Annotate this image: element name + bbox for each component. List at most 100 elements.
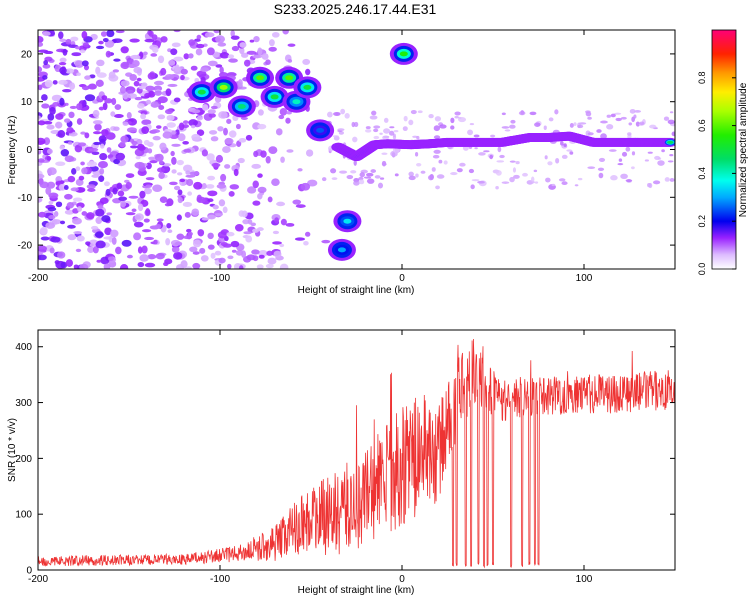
noise-cell: [116, 182, 123, 190]
noise-cell: [555, 157, 560, 164]
noise-cell: [459, 162, 466, 167]
noise-cell: [57, 130, 66, 138]
noise-cell: [112, 69, 120, 73]
noise-cell: [644, 159, 649, 162]
noise-cell: [65, 259, 73, 267]
noise-cell: [192, 262, 201, 269]
noise-cell: [183, 148, 192, 153]
noise-cell: [214, 250, 222, 256]
noise-cell: [408, 119, 414, 126]
noise-cell: [256, 264, 264, 269]
noise-cell: [211, 162, 221, 168]
noise-cell: [267, 257, 277, 265]
noise-cell: [38, 173, 45, 179]
noise-cell: [252, 54, 263, 59]
noise-cell: [207, 190, 218, 197]
noise-cell: [600, 133, 607, 140]
noise-cell: [196, 70, 207, 78]
noise-cell: [87, 246, 95, 254]
noise-cell: [46, 148, 53, 155]
noise-cell: [243, 59, 251, 67]
noise-cell: [337, 128, 345, 132]
noise-cell: [133, 80, 140, 87]
noise-cell: [176, 159, 184, 166]
noise-cell: [237, 157, 245, 164]
noise-cell: [220, 242, 228, 247]
noise-cell: [271, 178, 280, 186]
noise-cell: [635, 121, 640, 127]
noise-cell: [295, 204, 306, 208]
noise-cell: [108, 71, 116, 79]
noise-cell: [59, 57, 67, 63]
noise-cell: [168, 59, 176, 66]
noise-cell: [207, 60, 218, 67]
noise-cell: [46, 181, 56, 189]
noise-cell: [55, 121, 63, 129]
noise-cell: [201, 217, 210, 221]
noise-cell: [45, 222, 56, 229]
noise-cell: [180, 260, 188, 269]
blob-cell: [292, 99, 301, 105]
noise-cell: [60, 149, 70, 157]
noise-cell: [126, 112, 132, 119]
noise-cell: [416, 135, 420, 140]
noise-cell: [618, 158, 623, 162]
snr-y-label: SNR (10 * v/v): [7, 418, 18, 482]
noise-cell: [144, 187, 152, 195]
noise-cell: [213, 30, 220, 34]
noise-cell: [450, 125, 455, 130]
noise-cell: [55, 113, 64, 120]
noise-cell: [134, 213, 144, 221]
noise-cell: [69, 105, 77, 109]
noise-cell: [304, 231, 311, 237]
noise-cell: [157, 114, 166, 120]
noise-cell: [180, 68, 188, 75]
noise-cell: [73, 264, 79, 269]
noise-cell: [239, 42, 247, 48]
noise-cell: [587, 116, 592, 120]
noise-cell: [66, 202, 74, 209]
noise-cell: [215, 35, 225, 44]
noise-cell: [100, 31, 107, 37]
noise-cell: [58, 183, 67, 191]
colorbar-tick-label: 0.4: [697, 167, 707, 180]
noise-cell: [162, 131, 173, 139]
noise-cell: [92, 246, 99, 254]
noise-cell: [81, 167, 88, 175]
noise-cell: [187, 231, 193, 236]
noise-cell: [115, 30, 125, 34]
noise-cell: [352, 136, 358, 143]
noise-cell: [182, 120, 189, 125]
y-tick-label: -20: [18, 241, 33, 252]
noise-cell: [81, 211, 88, 216]
noise-cell: [64, 118, 71, 123]
noise-cell: [569, 123, 574, 128]
noise-cell: [171, 169, 177, 174]
noise-cell: [74, 46, 81, 50]
noise-cell: [560, 141, 564, 146]
noise-cell: [150, 53, 158, 57]
noise-cell: [235, 123, 241, 130]
noise-cell: [108, 154, 114, 158]
noise-cell: [351, 121, 356, 128]
noise-cell: [251, 249, 260, 255]
noise-cell: [43, 50, 54, 55]
noise-cell: [183, 53, 190, 60]
snr-x-label: Height of straight line (km): [298, 585, 415, 596]
noise-cell: [76, 72, 81, 76]
noise-cell: [501, 112, 506, 116]
noise-cell: [141, 229, 152, 233]
noise-cell: [200, 67, 209, 72]
y-tick-label: 0: [26, 145, 32, 156]
noise-cell: [49, 247, 55, 254]
noise-cell: [86, 161, 98, 167]
noise-cell: [150, 101, 159, 108]
blob-cell: [285, 75, 294, 81]
noise-cell: [70, 36, 79, 42]
noise-cell: [185, 174, 196, 178]
noise-cell: [59, 66, 67, 75]
noise-cell: [47, 206, 57, 212]
noise-cell: [125, 212, 136, 216]
noise-cell: [252, 200, 261, 206]
noise-cell: [269, 39, 275, 47]
